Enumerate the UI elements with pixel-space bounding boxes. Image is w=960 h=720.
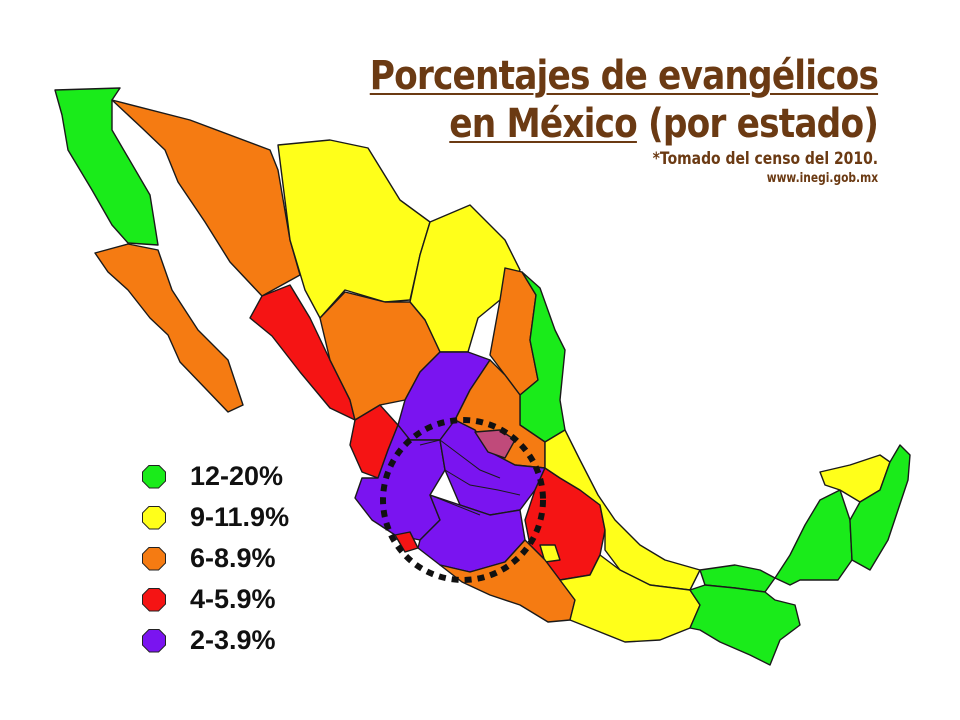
swatch-fill [143, 465, 165, 488]
legend-item: 6-8.9% [142, 538, 289, 579]
legend-label: 9-11.9% [190, 502, 290, 532]
swatch-fill [143, 629, 165, 652]
source-url: www.inegi.gob.mx [766, 171, 878, 186]
legend-item: 4-5.9% [142, 579, 289, 620]
legend-label: 2-3.9% [190, 625, 276, 655]
legend: 12-20% 9-11.9% 6-8.9% 4-5.9% 2-3.9% [142, 456, 289, 661]
state-coahuila [409, 204, 521, 353]
purple-octagon-icon [142, 628, 166, 653]
dotted-circle-annotation [380, 417, 546, 583]
swatch-fill [143, 547, 165, 570]
title-line-2-underlined: en México [449, 101, 637, 147]
title-block: Porcentajes de evangélicos en México (po… [287, 52, 879, 188]
swatch-fill [143, 588, 165, 611]
legend-label: 12-20% [190, 461, 284, 491]
title-line-2-rest: (por estado) [636, 101, 879, 147]
state-morelos [539, 544, 561, 563]
state-baja-california-sur [94, 243, 244, 413]
swatch-fill [143, 506, 165, 529]
source-note: *Tomado del censo del 2010. [652, 149, 878, 169]
state-baja-california [54, 87, 159, 246]
legend-label: 6-8.9% [190, 543, 276, 573]
orange-octagon-icon [142, 546, 166, 571]
yellow-octagon-icon [142, 505, 166, 530]
state-jalisco [354, 424, 446, 541]
legend-label: 4-5.9% [190, 584, 276, 614]
state-chiapas [689, 584, 801, 666]
state-quintana-roo [849, 444, 911, 571]
state-queretaro [474, 429, 516, 459]
legend-item: 2-3.9% [142, 620, 289, 661]
state-campeche [774, 489, 853, 586]
red-octagon-icon [142, 587, 166, 612]
title-line-1: Porcentajes de evangélicos [369, 53, 879, 99]
legend-item: 9-11.9% [142, 497, 289, 538]
green-octagon-icon [142, 464, 166, 489]
title-line-2: en México (por estado) [370, 100, 879, 148]
legend-item: 12-20% [142, 456, 289, 497]
